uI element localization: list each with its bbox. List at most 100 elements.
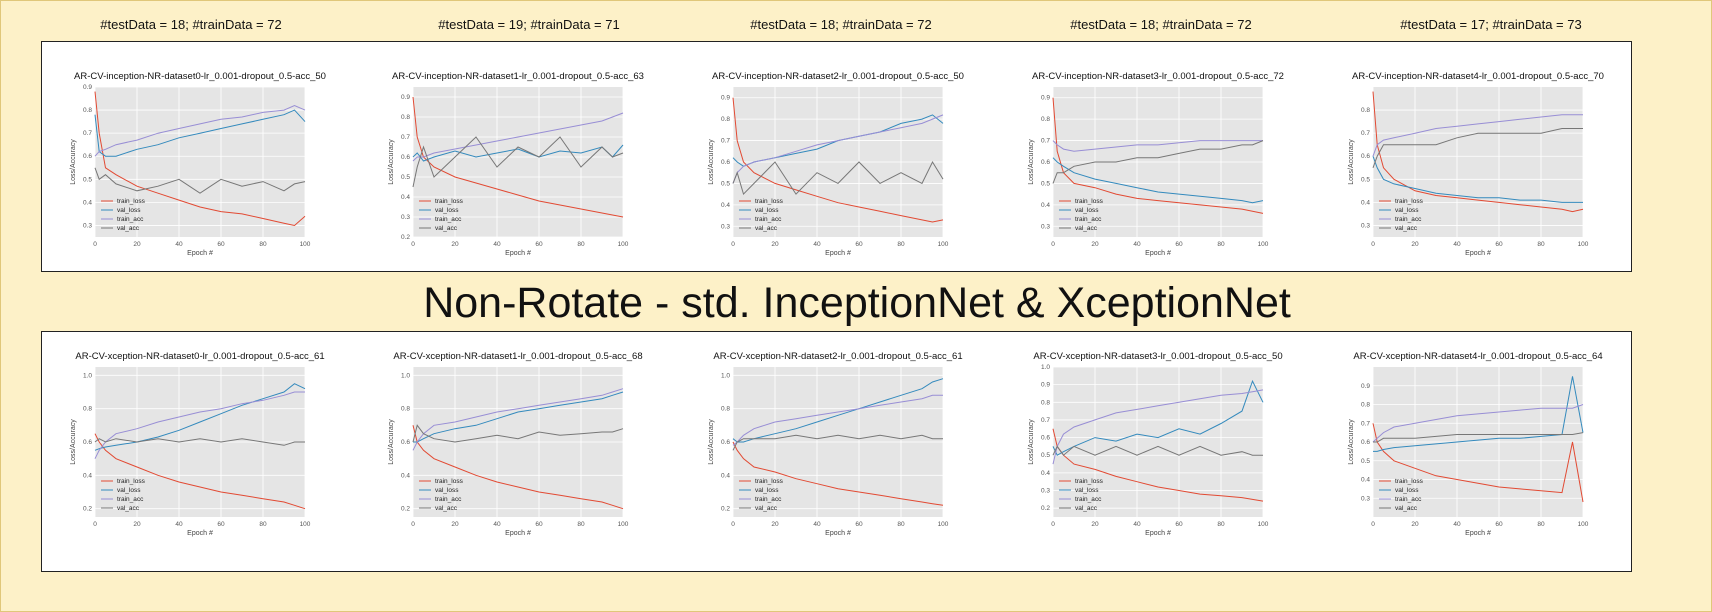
legend-entry: val_loss bbox=[435, 487, 459, 494]
x-tick-label: 60 bbox=[217, 521, 225, 528]
x-tick-label: 40 bbox=[175, 241, 183, 248]
legend-entry: val_acc bbox=[755, 225, 778, 232]
x-axis-label: Epoch # bbox=[505, 250, 531, 257]
y-tick-label: 0.6 bbox=[1041, 435, 1050, 442]
x-tick-label: 20 bbox=[1091, 521, 1099, 528]
legend-entry: val_loss bbox=[1075, 207, 1099, 214]
y-tick-label: 0.6 bbox=[721, 439, 730, 446]
y-tick-label: 0.4 bbox=[83, 472, 92, 479]
x-tick-label: 0 bbox=[1051, 521, 1055, 528]
y-tick-label: 0.8 bbox=[83, 406, 92, 413]
caption-5: #testData = 17; #trainData = 73 bbox=[1400, 17, 1582, 32]
y-tick-label: 0.2 bbox=[721, 506, 730, 513]
legend-entry: val_acc bbox=[1075, 505, 1098, 512]
y-tick-label: 0.5 bbox=[721, 180, 730, 187]
x-tick-label: 100 bbox=[1258, 521, 1269, 528]
series-line-train-acc bbox=[94, 104, 306, 157]
chart-9: AR-CV-xception-NR-dataset3-lr_0.001-drop… bbox=[1028, 351, 1283, 537]
series-line-train-loss bbox=[1372, 423, 1584, 503]
y-tick-label: 0.3 bbox=[1041, 488, 1050, 495]
series-line-val-loss bbox=[1052, 379, 1264, 456]
y-tick-label: 0.8 bbox=[401, 114, 410, 121]
x-tick-label: 40 bbox=[1133, 241, 1141, 248]
y-axis-label: Loss/Accuracy bbox=[1348, 419, 1355, 465]
y-tick-label: 0.9 bbox=[1041, 95, 1050, 102]
y-axis-label: Loss/Accuracy bbox=[708, 419, 715, 465]
chart-10: AR-CV-xception-NR-dataset4-lr_0.001-drop… bbox=[1348, 351, 1603, 537]
series-line-train-loss bbox=[94, 433, 306, 510]
x-tick-label: 20 bbox=[1411, 241, 1419, 248]
x-tick-label: 60 bbox=[1495, 521, 1503, 528]
series-line-val-acc bbox=[94, 438, 305, 446]
y-tick-label: 0.9 bbox=[401, 94, 410, 101]
x-tick-label: 20 bbox=[1091, 241, 1099, 248]
y-tick-label: 0.7 bbox=[721, 138, 730, 145]
legend-entry: train_loss bbox=[1395, 478, 1424, 485]
legend-entry: val_acc bbox=[435, 225, 458, 232]
chart-2: AR-CV-inception-NR-dataset1-lr_0.001-dro… bbox=[388, 71, 644, 257]
y-tick-label: 0.6 bbox=[401, 154, 410, 161]
chart-1: AR-CV-inception-NR-dataset0-lr_0.001-dro… bbox=[70, 71, 326, 257]
x-tick-label: 0 bbox=[1371, 521, 1375, 528]
series-line-val-acc bbox=[94, 167, 306, 194]
legend-entry: val_loss bbox=[755, 207, 779, 214]
x-tick-label: 60 bbox=[217, 241, 225, 248]
y-tick-label: 0.8 bbox=[1361, 402, 1370, 409]
x-axis-label: Epoch # bbox=[825, 250, 851, 257]
series-line-train-acc bbox=[1052, 389, 1264, 465]
chart-5: AR-CV-inception-NR-dataset4-lr_0.001-dro… bbox=[1348, 71, 1604, 257]
x-tick-label: 20 bbox=[133, 241, 141, 248]
x-tick-label: 20 bbox=[451, 241, 459, 248]
plot-area bbox=[1373, 87, 1583, 237]
legend-entry: val_loss bbox=[117, 207, 141, 214]
y-axis-label: Loss/Accuracy bbox=[708, 139, 715, 185]
x-axis-label: Epoch # bbox=[1465, 530, 1491, 537]
y-tick-label: 0.3 bbox=[721, 223, 730, 230]
series-line-val-acc bbox=[412, 424, 624, 443]
plot-area bbox=[413, 87, 623, 237]
x-tick-label: 0 bbox=[731, 521, 735, 528]
series-line-train-loss bbox=[94, 91, 306, 227]
series-line-train-loss bbox=[1052, 97, 1264, 214]
y-tick-label: 0.6 bbox=[1041, 159, 1050, 166]
y-tick-label: 0.9 bbox=[83, 84, 92, 91]
legend-entry: val_acc bbox=[117, 505, 140, 512]
y-tick-label: 0.4 bbox=[401, 194, 410, 201]
x-axis-label: Epoch # bbox=[187, 250, 213, 257]
legend-entry: val_acc bbox=[435, 505, 458, 512]
y-tick-label: 0.8 bbox=[721, 406, 730, 413]
x-axis-label: Epoch # bbox=[505, 530, 531, 537]
legend-entry: val_acc bbox=[1075, 225, 1098, 232]
y-tick-label: 0.4 bbox=[401, 472, 410, 479]
x-tick-label: 80 bbox=[897, 521, 905, 528]
legend-entry: val_loss bbox=[1395, 207, 1419, 214]
chart-title: AR-CV-inception-NR-dataset1-lr_0.001-dro… bbox=[392, 71, 644, 82]
x-tick-label: 0 bbox=[1371, 241, 1375, 248]
y-tick-label: 0.5 bbox=[1041, 452, 1050, 459]
legend-entry: train_loss bbox=[435, 478, 464, 485]
series-line-train-loss bbox=[412, 425, 624, 510]
plot-area bbox=[1053, 367, 1263, 517]
y-tick-label: 0.8 bbox=[1041, 116, 1050, 123]
y-tick-label: 0.7 bbox=[83, 130, 92, 137]
y-tick-label: 0.6 bbox=[1361, 439, 1370, 446]
y-tick-label: 1.0 bbox=[83, 372, 92, 379]
x-tick-label: 40 bbox=[493, 521, 501, 528]
x-tick-label: 40 bbox=[493, 241, 501, 248]
series-line-train-acc bbox=[94, 391, 305, 459]
series-line-train-loss bbox=[1372, 91, 1584, 213]
series-line-train-acc bbox=[412, 112, 624, 162]
x-tick-label: 20 bbox=[771, 521, 779, 528]
x-tick-label: 40 bbox=[1453, 241, 1461, 248]
chart-title: AR-CV-xception-NR-dataset4-lr_0.001-drop… bbox=[1353, 351, 1602, 362]
legend-entry: train_acc bbox=[1075, 216, 1102, 223]
series-line-train-acc bbox=[732, 394, 943, 446]
legend-entry: train_acc bbox=[117, 216, 144, 223]
caption-1: #testData = 18; #trainData = 72 bbox=[100, 17, 282, 32]
x-tick-label: 60 bbox=[1175, 241, 1183, 248]
y-axis-label: Loss/Accuracy bbox=[388, 139, 395, 185]
y-axis-label: Loss/Accuracy bbox=[388, 419, 395, 465]
legend-entry: train_loss bbox=[1395, 198, 1424, 205]
y-tick-label: 0.2 bbox=[83, 506, 92, 513]
x-tick-label: 100 bbox=[300, 521, 311, 528]
